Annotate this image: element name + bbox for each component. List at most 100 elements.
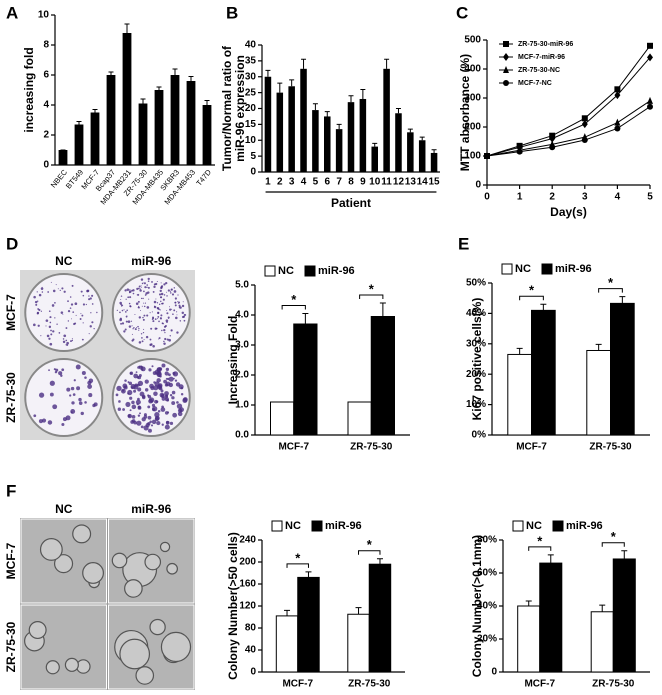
colony bbox=[151, 318, 154, 321]
colony bbox=[153, 285, 156, 289]
colony bbox=[164, 371, 169, 376]
colony bbox=[152, 344, 155, 348]
colony bbox=[78, 401, 83, 405]
legend-label: miR-96 bbox=[555, 263, 592, 275]
sphere bbox=[119, 638, 151, 670]
colony bbox=[179, 306, 182, 309]
colony bbox=[62, 314, 64, 316]
error-bar bbox=[108, 71, 114, 75]
error-bar bbox=[599, 604, 606, 612]
bar bbox=[186, 81, 196, 165]
colony bbox=[142, 331, 145, 334]
colony bbox=[164, 424, 170, 430]
bar bbox=[347, 613, 370, 673]
colony bbox=[127, 413, 132, 419]
error-bar bbox=[431, 149, 437, 153]
y-tick-label: 80 bbox=[245, 623, 257, 634]
y-tick-label: 0 bbox=[250, 167, 256, 178]
colony bbox=[143, 339, 145, 341]
colony bbox=[177, 301, 179, 303]
panel-label: D bbox=[6, 234, 18, 253]
colony bbox=[124, 289, 127, 292]
colony bbox=[52, 330, 55, 333]
colony bbox=[165, 282, 168, 285]
colony bbox=[137, 414, 141, 417]
significance-bracket bbox=[286, 563, 309, 568]
colony bbox=[156, 280, 158, 282]
colony bbox=[141, 305, 143, 307]
colony bbox=[129, 296, 132, 299]
sphere bbox=[28, 621, 47, 640]
marker bbox=[503, 41, 509, 47]
y-tick-label: 15 bbox=[245, 119, 257, 130]
colony bbox=[41, 291, 44, 293]
error-bar bbox=[172, 68, 178, 75]
photo-row-label: ZR-75-30 bbox=[4, 621, 18, 672]
bar bbox=[407, 132, 414, 172]
colony bbox=[88, 295, 90, 297]
legend-swatch bbox=[512, 520, 524, 532]
marker bbox=[549, 144, 556, 151]
y-axis-label: Tumor/Normal ratio of bbox=[220, 45, 234, 171]
error-bar bbox=[277, 82, 283, 93]
error-bar bbox=[355, 607, 362, 615]
colony bbox=[144, 302, 146, 304]
y-tick-label: 120 bbox=[239, 601, 256, 612]
y-axis-label: Increasing Fold bbox=[226, 316, 240, 405]
colony bbox=[158, 320, 160, 323]
photo-column-label: miR-96 bbox=[131, 502, 171, 516]
colony bbox=[58, 371, 63, 376]
photo-column-label: NC bbox=[55, 502, 73, 516]
colony bbox=[119, 318, 122, 322]
legend-swatch bbox=[552, 520, 564, 532]
y-tick-label: 40 bbox=[245, 645, 257, 656]
legend-swatch bbox=[541, 263, 553, 275]
x-tick-label: T47D bbox=[194, 167, 213, 187]
colony bbox=[150, 424, 154, 427]
colony bbox=[173, 309, 176, 312]
colony bbox=[142, 302, 144, 304]
colony bbox=[126, 309, 128, 312]
colony bbox=[62, 340, 66, 344]
y-tick-label: 160 bbox=[239, 579, 256, 590]
colony bbox=[131, 333, 133, 335]
colony bbox=[137, 300, 140, 303]
colony bbox=[183, 313, 186, 316]
colony bbox=[146, 286, 148, 289]
colony bbox=[80, 290, 83, 293]
colony bbox=[138, 329, 140, 331]
colony bbox=[121, 322, 125, 325]
y-tick-label: 5 bbox=[250, 151, 256, 162]
line-series bbox=[486, 100, 651, 157]
colony bbox=[172, 412, 178, 418]
panel-label: C bbox=[456, 3, 468, 22]
error-bar bbox=[324, 111, 330, 117]
colony bbox=[73, 379, 76, 382]
colony bbox=[163, 340, 165, 343]
legend-label: MCF-7-miR-96 bbox=[518, 54, 565, 61]
colony bbox=[129, 289, 131, 291]
colony bbox=[69, 307, 72, 309]
colony bbox=[160, 282, 162, 284]
colony bbox=[158, 375, 161, 378]
error-bar bbox=[289, 79, 295, 87]
error-bar bbox=[595, 343, 602, 351]
colony bbox=[89, 297, 92, 300]
colony bbox=[164, 332, 166, 334]
error-bar bbox=[188, 76, 194, 81]
colony bbox=[57, 288, 59, 290]
colony bbox=[158, 303, 161, 306]
colony bbox=[169, 292, 172, 294]
colony bbox=[140, 285, 142, 287]
colony bbox=[89, 325, 92, 328]
x-tick-label: 6 bbox=[324, 177, 330, 188]
colony bbox=[123, 309, 125, 311]
colony bbox=[40, 310, 43, 312]
colony bbox=[120, 299, 122, 300]
colony bbox=[91, 321, 94, 324]
x-tick-label: MCF-7 bbox=[516, 442, 547, 453]
colony bbox=[67, 300, 69, 303]
colony bbox=[156, 302, 159, 304]
colony bbox=[92, 403, 96, 408]
colony bbox=[65, 327, 68, 329]
